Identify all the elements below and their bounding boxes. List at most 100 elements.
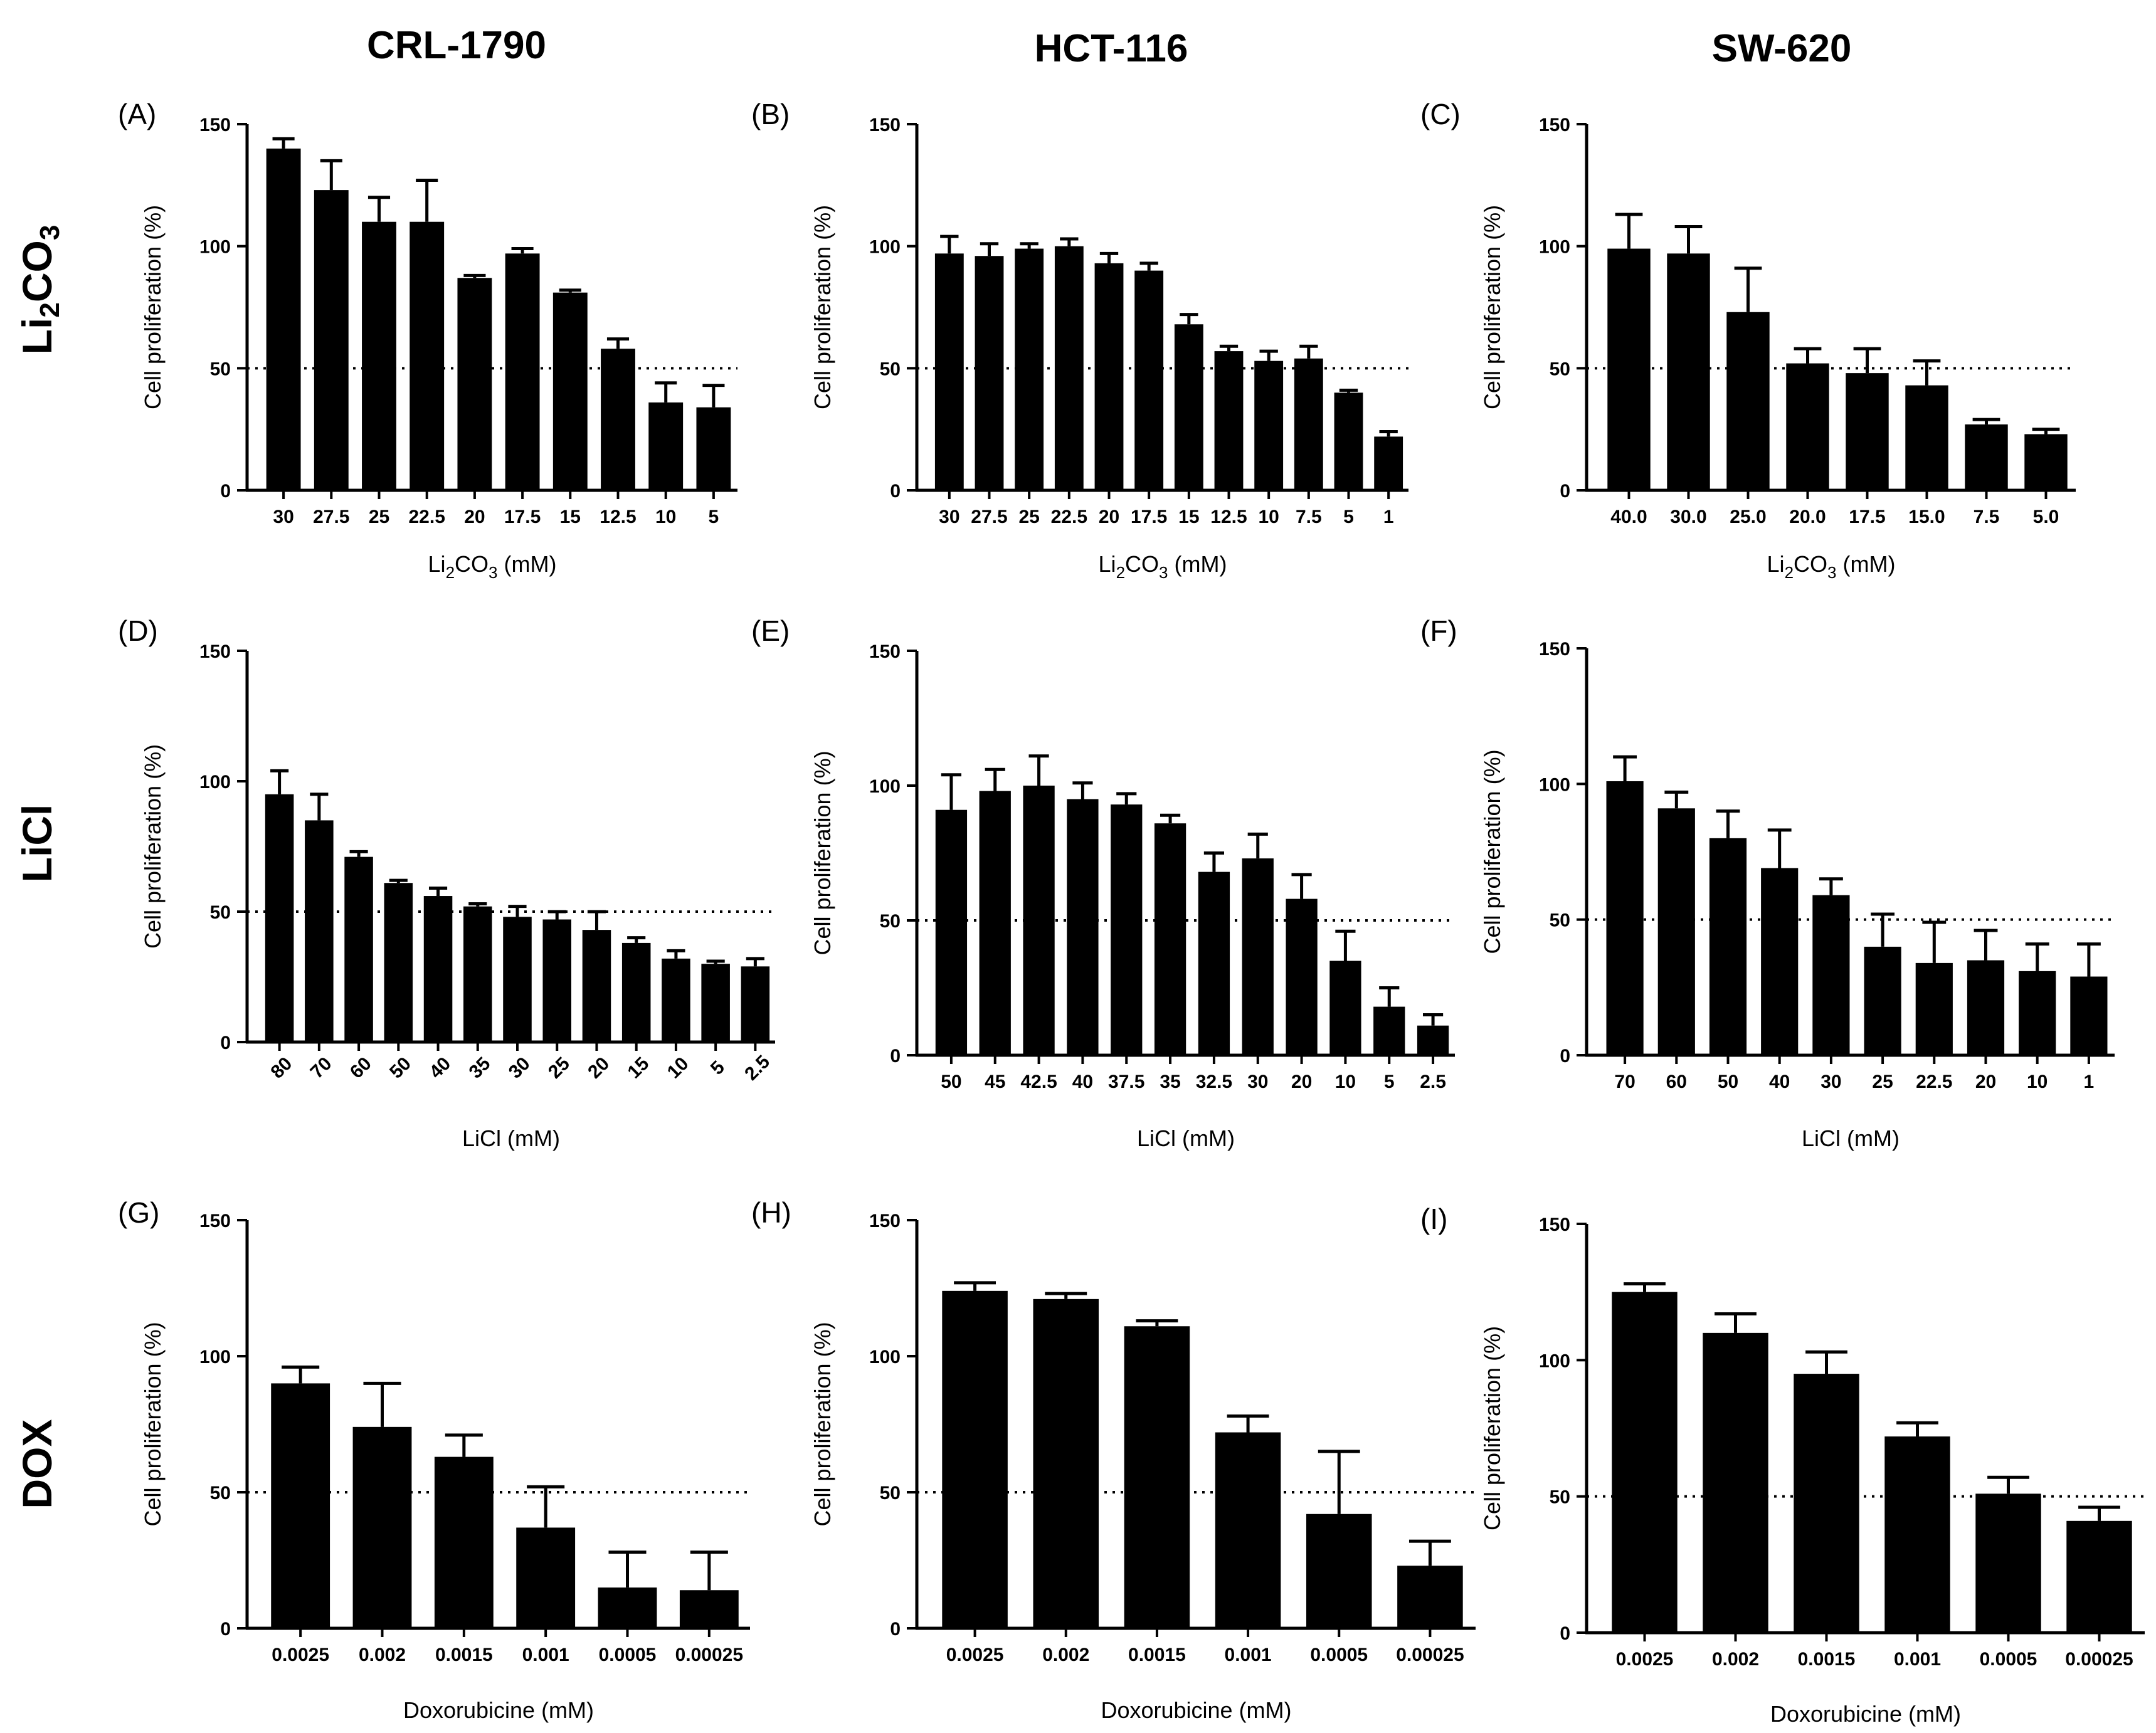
x-tick-label: 0.0005: [1310, 1645, 1368, 1665]
bar: [434, 1456, 494, 1628]
x-tick-label: 10: [2027, 1072, 2048, 1092]
y-tick-label: 50: [1550, 359, 1570, 379]
panel-label: (H): [751, 1196, 791, 1229]
bar: [648, 402, 684, 490]
x-tick-label: 10: [1335, 1072, 1356, 1092]
bar: [979, 791, 1011, 1055]
x-tick-label: 22.5: [1051, 507, 1087, 527]
x-tick-label: 17.5: [1131, 507, 1167, 527]
bar: [1242, 858, 1274, 1055]
panel-label: (I): [1420, 1203, 1447, 1235]
x-tick-label: 20: [464, 507, 485, 527]
bar: [1015, 248, 1044, 490]
x-tick-label: 0.00025: [675, 1645, 743, 1665]
x-tick-label: 22.5: [1916, 1072, 1952, 1092]
bar: [934, 253, 964, 490]
bar: [1915, 962, 1953, 1055]
x-tick-label: 1: [2084, 1072, 2095, 1092]
x-tick-label: 1: [1383, 507, 1394, 527]
bar: [505, 253, 540, 490]
bar: [463, 906, 492, 1042]
bar: [1134, 270, 1164, 490]
y-axis-label: Cell proliferation (%): [810, 751, 835, 955]
x-tick-label: 30.0: [1670, 507, 1706, 527]
x-tick-label: 10: [655, 507, 676, 527]
bar: [1215, 1432, 1281, 1628]
y-tick-label: 100: [1539, 1351, 1570, 1371]
bar: [384, 883, 413, 1042]
bar: [305, 820, 334, 1042]
x-tick-label: 27.5: [313, 507, 349, 527]
y-axis-label: Cell proliferation (%): [140, 1322, 166, 1526]
chart-panel-f: (F) Cell proliferation (%) 70 60 50 40 30 25 22.…: [1420, 614, 2115, 1151]
y-tick-label: 150: [199, 641, 231, 662]
x-tick-label: 25: [1018, 507, 1039, 527]
x-tick-label: 30: [505, 1053, 534, 1083]
bar: [935, 809, 968, 1055]
bar: [1864, 946, 1901, 1055]
panel-label: (F): [1420, 614, 1457, 647]
x-tick-label: 0.0005: [599, 1645, 657, 1665]
y-axis-label: Cell proliferation (%): [140, 744, 166, 949]
bar: [362, 221, 396, 490]
bar: [1294, 358, 1323, 490]
bar: [1397, 1566, 1463, 1628]
x-tick-label: 0.001: [1225, 1645, 1272, 1665]
bar: [1657, 808, 1695, 1055]
x-axis-label: LiCl (mM): [1802, 1125, 1900, 1151]
x-tick-label: 2.5: [741, 1051, 774, 1085]
bar: [552, 292, 588, 490]
bar: [1846, 373, 1889, 490]
y-tick-label: 150: [199, 115, 231, 135]
bar: [352, 1426, 412, 1628]
y-tick-label: 100: [199, 772, 231, 793]
x-tick-label: 17.5: [1849, 507, 1885, 527]
y-tick-label: 0: [1560, 1046, 1570, 1067]
bar: [701, 964, 730, 1042]
x-tick-label: 20: [1291, 1072, 1312, 1092]
panel-label: (E): [751, 614, 790, 647]
x-tick-label: 0.0025: [946, 1645, 1004, 1665]
row-header-li2co3: Li2CO3: [14, 225, 65, 355]
y-axis-label: Cell proliferation (%): [1479, 205, 1505, 409]
bar: [1329, 961, 1361, 1055]
bar: [1254, 361, 1284, 490]
bar: [1094, 263, 1124, 490]
x-tick-label: 30: [1820, 1072, 1841, 1092]
x-tick-label: 5: [709, 507, 719, 527]
x-tick-label: 0.0005: [1980, 1649, 2037, 1670]
x-tick-label: 80: [267, 1053, 296, 1083]
bar: [503, 917, 532, 1042]
x-tick-label: 5: [1343, 507, 1354, 527]
chart-panel-g: (G) Cell proliferation (%) 0.0025 0.002 0.00…: [118, 1196, 750, 1723]
x-tick-label: 40: [1769, 1072, 1790, 1092]
x-tick-label: 22.5: [409, 507, 445, 527]
x-tick-label: 0.0025: [1616, 1649, 1674, 1670]
bar: [1154, 823, 1186, 1055]
panel-label: (G): [118, 1196, 159, 1229]
bar: [1726, 312, 1770, 490]
y-axis-label: Cell proliferation (%): [140, 205, 166, 409]
x-tick-label: 7.5: [1974, 507, 2000, 527]
x-tick-label: 0.0015: [1128, 1645, 1186, 1665]
y-tick-label: 150: [869, 641, 901, 662]
y-tick-label: 100: [869, 776, 901, 797]
bar: [1606, 781, 1644, 1055]
bar: [1124, 1326, 1190, 1628]
x-tick-label: 20: [584, 1053, 613, 1083]
bar: [621, 942, 651, 1042]
bar: [1111, 804, 1143, 1055]
x-tick-label: 15: [1178, 507, 1199, 527]
x-tick-label: 25: [1872, 1072, 1893, 1092]
x-tick-label: 0.00025: [2065, 1649, 2133, 1670]
bar: [1334, 392, 1363, 490]
bar: [942, 1290, 1008, 1628]
x-tick-label: 30: [1247, 1072, 1268, 1092]
bar: [1884, 1436, 1950, 1633]
y-axis-label: Cell proliferation (%): [810, 1322, 835, 1526]
bar: [1905, 385, 1948, 490]
x-tick-label: 60: [1666, 1072, 1687, 1092]
x-tick-label: 5.0: [2033, 507, 2059, 527]
x-axis-label: Doxorubicine (mM): [403, 1697, 594, 1723]
